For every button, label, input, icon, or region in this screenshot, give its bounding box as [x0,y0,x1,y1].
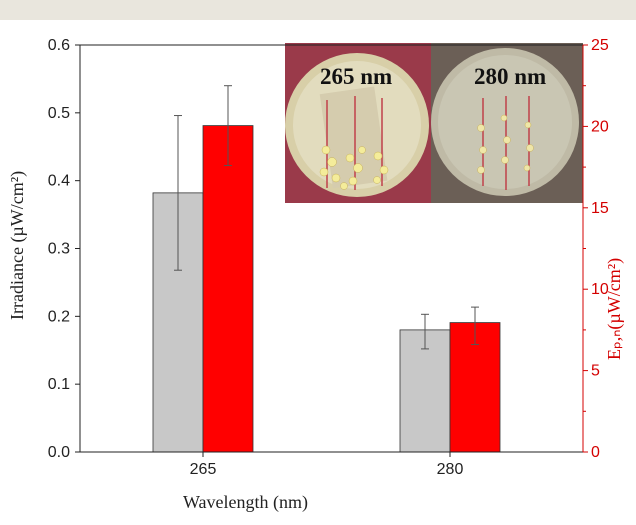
right-tick-label: 5 [591,363,600,380]
photo-265nm: 265 nm [285,43,431,203]
left-tick-label: 0.5 [48,105,70,122]
error-bar-265-series-1 [174,115,182,271]
error-bar-280-series-2 [471,306,479,346]
error-bar-265-series-2 [224,85,232,166]
left-tick-label: 0.3 [48,241,70,258]
right-axis-title: Eₚ,ₙ(µW/cm²) [604,258,625,360]
error-bar-280-series-1 [421,313,429,350]
left-ticks: 0.0 0.1 0.2 0.3 0.4 0.5 0.6 [48,37,80,461]
left-tick-label: 0.2 [48,308,70,325]
right-ticks: 0 5 10 15 20 25 [583,37,609,461]
inset-label-265: 265 nm [320,64,392,89]
bar-265-series-2 [202,125,254,453]
inset-label-280: 280 nm [474,64,546,89]
bars-layer [152,125,501,453]
header-band [0,0,636,20]
x-ticks: 265 280 [190,452,464,478]
right-tick-label: 0 [591,444,600,461]
left-axis-title: Irradiance (µW/cm²) [7,171,28,320]
left-tick-label: 0.4 [48,173,70,190]
right-tick-label: 20 [591,118,609,135]
error-bars-layer [174,85,479,350]
right-tick-label: 10 [591,281,609,298]
x-tick-label-280: 280 [437,461,464,478]
right-tick-label: 15 [591,200,609,217]
x-axis-title: Wavelength (nm) [183,492,308,513]
left-tick-label: 0.1 [48,376,70,393]
left-tick-label: 0.0 [48,444,70,461]
x-tick-label-265: 265 [190,461,217,478]
left-tick-label: 0.6 [48,37,70,54]
photo-280nm: 280 nm [431,43,583,203]
right-tick-label: 25 [591,37,609,54]
inset-photos: 265 nm 280 nm [285,43,583,203]
